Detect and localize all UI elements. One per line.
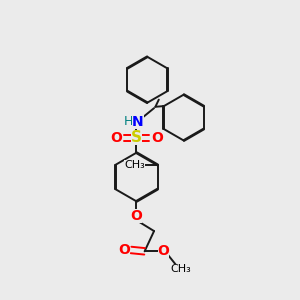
Text: N: N [132, 115, 144, 129]
Text: O: O [151, 131, 163, 145]
Text: S: S [131, 130, 142, 145]
Text: CH₃: CH₃ [171, 264, 191, 274]
Text: O: O [118, 243, 130, 257]
Text: CH₃: CH₃ [124, 160, 145, 170]
Text: O: O [130, 209, 142, 223]
Text: H: H [124, 115, 134, 128]
Text: O: O [110, 131, 122, 145]
Text: O: O [158, 244, 169, 258]
